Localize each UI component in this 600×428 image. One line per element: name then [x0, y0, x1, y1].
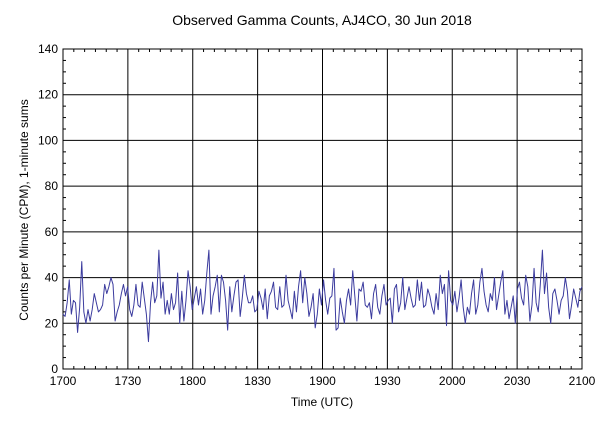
grid-lines — [63, 49, 582, 369]
x-tick-label: 1730 — [115, 374, 142, 388]
x-tick-label: 2000 — [439, 374, 466, 388]
x-axis-title: Time (UTC) — [291, 395, 353, 409]
x-tick-label: 1930 — [374, 374, 401, 388]
y-tick-label: 20 — [45, 316, 59, 330]
y-tick-label: 40 — [45, 271, 59, 285]
series-layer — [62, 249, 583, 343]
x-tick-label: 2030 — [504, 374, 531, 388]
y-tick-label: 100 — [38, 133, 58, 147]
tick-labels: 0 20 40 60 80 100 120 140 1700 1730 1800 1830 1900 19… — [38, 42, 596, 388]
y-tick-label: 0 — [51, 362, 58, 376]
y-axis-title: Counts per Minute (CPM), 1-minute sums — [17, 99, 31, 320]
chart-title: Observed Gamma Counts, AJ4CO, 30 Jun 201… — [172, 12, 472, 28]
x-tick-label: 1700 — [50, 374, 77, 388]
x-tick-label: 1800 — [179, 374, 206, 388]
series-line — [62, 249, 583, 343]
y-tick-label: 120 — [38, 88, 58, 102]
x-tick-label: 2100 — [569, 374, 596, 388]
x-tick-label: 1830 — [244, 374, 271, 388]
axis-ticks — [63, 49, 582, 369]
y-tick-label: 140 — [38, 42, 58, 56]
y-tick-label: 80 — [45, 179, 59, 193]
y-tick-label: 60 — [45, 225, 59, 239]
x-tick-label: 1900 — [309, 374, 336, 388]
